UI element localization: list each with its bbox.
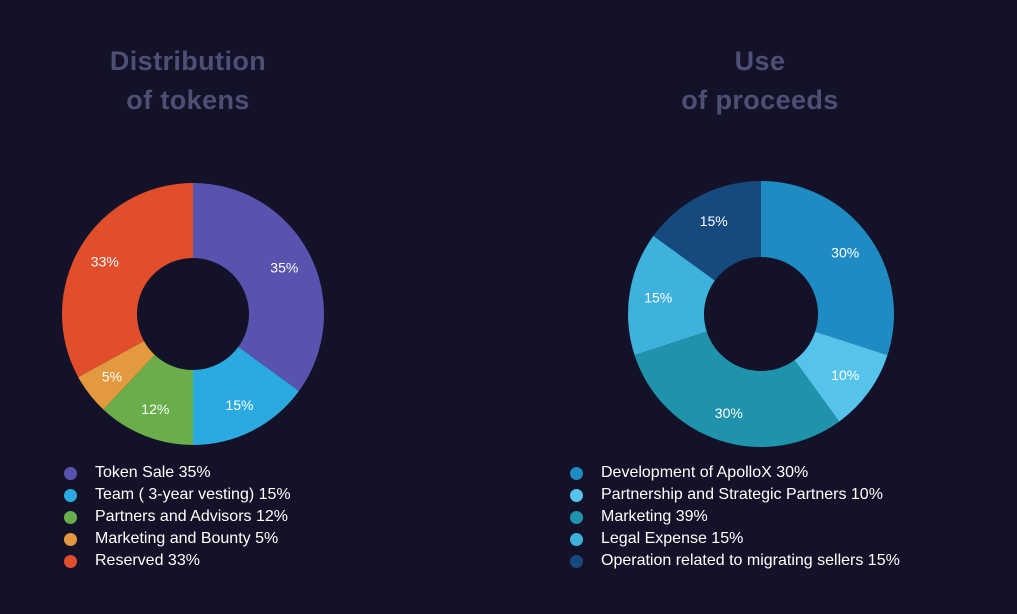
legend-item: Marketing and Bounty 5% [64,528,291,550]
slice-percentage-label: 30% [715,405,743,421]
donut-slice [653,181,761,281]
legend-item: Development of ApolloX 30% [570,462,900,484]
donut-slice [78,340,155,410]
title-line-2: of proceeds [681,85,839,115]
legend-label: Team ( 3-year vesting) 15% [95,486,291,503]
legend-label: Marketing and Bounty 5% [95,530,279,547]
legend-color-dot [570,532,583,546]
slice-percentage-label: 15% [700,213,728,229]
distribution-chart-title: Distribution of tokens [110,42,266,120]
legend-label: Partners and Advisors 12% [95,508,288,525]
legend-color-dot [570,554,583,568]
slice-percentage-label: 5% [102,369,122,385]
distribution-legend: Token Sale 35% Team ( 3-year vesting) 15%… [64,462,291,572]
legend-color-dot [64,510,77,524]
donut-slice [634,331,840,448]
slice-percentage-label: 30% [831,245,859,261]
slice-percentage-label: 15% [225,397,253,413]
distribution-donut-chart: 35% 15% 12% 5% 33% [61,183,324,445]
legend-color-dot [64,532,77,546]
legend-item: Legal Expense 15% [570,528,900,550]
slice-percentage-label: 15% [644,290,672,306]
legend-label: Marketing 39% [601,508,708,525]
legend-item: Reserved 33% [64,550,291,572]
legend-color-dot [64,488,77,502]
slice-percentage-label: 35% [270,259,298,275]
legend-label: Operation related to migrating sellers 1… [601,552,900,569]
legend-label: Token Sale 35% [95,464,211,481]
legend-item: Partnership and Strategic Partners 10% [570,484,900,506]
donut-slice [794,331,888,422]
legend-color-dot [570,488,583,502]
legend-color-dot [570,466,583,480]
slice-percentage-label: 12% [141,401,169,417]
donut-slice [193,346,299,445]
legend-label: Legal Expense 15% [601,530,744,547]
proceeds-donut-chart: 30% 10% 30% 15% 15% [627,181,894,448]
proceeds-chart-title: Use of proceeds [681,42,838,120]
slice-percentage-label: 10% [831,367,859,383]
donut-slice [193,183,324,391]
slice-percentage-label: 33% [91,254,119,270]
title-line-1: Use [734,46,786,76]
title-line-1: Distribution [109,46,267,76]
legend-item: Token Sale 35% [64,462,291,484]
donut-slice [103,354,193,445]
legend-color-dot [64,466,77,480]
legend-label: Development of ApolloX 30% [601,464,809,481]
donut-slice [761,181,894,356]
legend-color-dot [64,554,77,568]
legend-color-dot [570,510,583,524]
legend-item: Partners and Advisors 12% [64,506,291,528]
legend-label: Partnership and Strategic Partners 10% [601,486,883,503]
legend-label: Reserved 33% [95,552,200,569]
legend-item: Operation related to migrating sellers 1… [570,550,900,572]
donut-slice [61,183,193,378]
legend-item: Team ( 3-year vesting) 15% [64,484,291,506]
donut-slice [627,235,715,356]
title-line-2: of tokens [126,85,250,115]
proceeds-legend: Development of ApolloX 30% Partnership an… [570,462,900,572]
legend-item: Marketing 39% [570,506,900,528]
